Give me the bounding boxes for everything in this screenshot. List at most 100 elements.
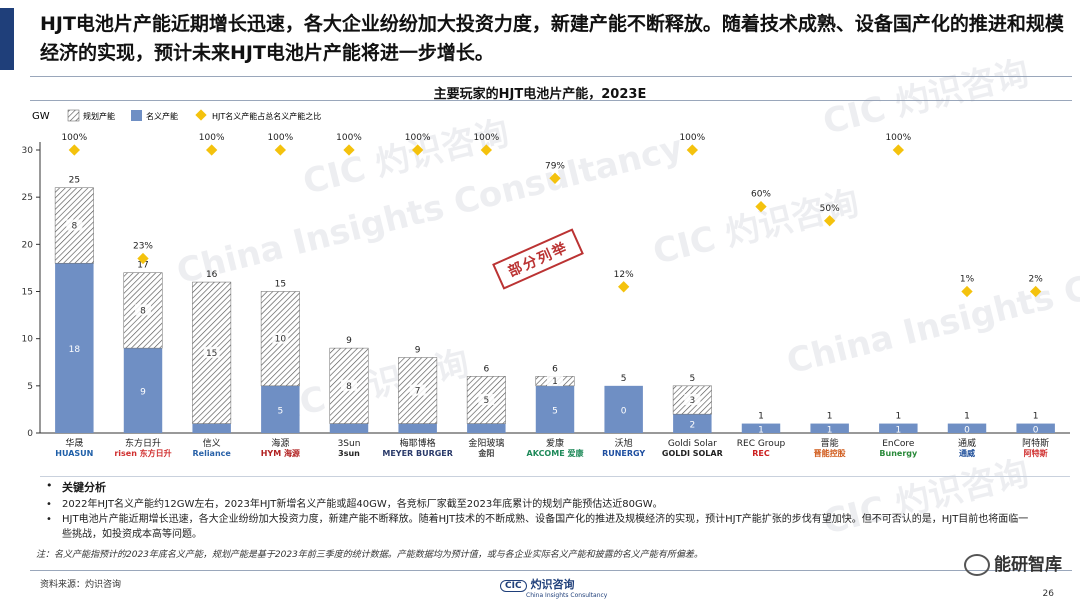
company-logo: AKCOME 爱康 [526, 449, 584, 458]
x-tick-label: 东方日升 [125, 437, 161, 449]
bar-label-planned: 10 [275, 335, 287, 345]
bar-label-planned: 5 [483, 396, 489, 406]
bar-nominal [192, 423, 231, 433]
bar-total-label: 16 [206, 270, 218, 280]
bar-label-nominal: 0 [964, 425, 970, 435]
bar-total-label: 1 [758, 412, 764, 422]
bar-nominal [604, 385, 643, 433]
bar-label-nominal: 1 [895, 425, 901, 435]
bar-label-nominal: 5 [277, 406, 283, 416]
analysis-bullet: 2022年HJT名义产能约12GW左右，2023年HJT新增名义产能或超40GW… [46, 497, 1036, 512]
x-tick-label: 通威 [958, 437, 976, 449]
ratio-marker [618, 281, 630, 293]
bar-total-label: 5 [689, 374, 695, 384]
bar-label-bg [684, 393, 701, 405]
bar-total-label: 5 [621, 374, 627, 384]
ratio-label: 1% [960, 275, 975, 285]
x-tick-label: 梅耶博格 [400, 437, 436, 449]
bar-nominal [1016, 423, 1055, 433]
ratio-marker [961, 285, 973, 298]
analysis-title: 关键分析 [62, 481, 106, 494]
ratio-marker [892, 144, 904, 156]
accent-bar [0, 8, 14, 70]
x-tick-label: 华晟 [65, 437, 83, 449]
x-tick-label: Goldi Solar [668, 439, 717, 449]
company-logo: HYM 海源 [260, 449, 300, 458]
bar-label-bg [341, 379, 357, 391]
legend-label-nominal: 名义产能 [146, 111, 178, 121]
ratio-label: 60% [751, 190, 771, 200]
legend-swatch-planned [67, 109, 80, 122]
company-logo: Bunergy [879, 449, 918, 458]
ratio-label: 50% [820, 204, 840, 214]
x-tick-label: 金阳玻璃 [468, 437, 504, 449]
legend-label-planned: 规划产能 [83, 111, 115, 121]
chart-title: 主要玩家的HJT电池片产能，2023E [433, 87, 647, 102]
chart-title-divider [30, 100, 1072, 101]
bar-total-label: 1 [1033, 412, 1039, 422]
company-logo-row: HUASUN risen 东方日升 Reliance HYM 海源 3sun MEYER … [0, 449, 1080, 473]
footnote: 注：名义产能指预计的2023年底名义产能，规划产能是基于2023年前三季度的统计… [36, 550, 703, 560]
bar-label-nominal: 9 [140, 388, 146, 398]
bar-nominal [535, 385, 575, 433]
ratio-marker [480, 144, 492, 156]
top-divider [30, 76, 1072, 77]
analysis-divider [40, 476, 1070, 477]
bar-nominal [879, 423, 918, 433]
bar-nominal [947, 423, 987, 433]
y-tick-label: 15 [22, 288, 33, 298]
ratio-marker [755, 200, 767, 213]
wechat-icon [964, 554, 990, 576]
ratio-marker [274, 144, 286, 156]
bar-nominal [741, 423, 781, 433]
ratio-marker [206, 144, 218, 156]
bar-label-planned: 3 [689, 396, 695, 406]
x-tick-label: 海源 [271, 437, 289, 449]
bar-total-label: 9 [415, 346, 421, 356]
bar-label-nominal: 0 [621, 406, 627, 416]
ratio-label: 100% [679, 133, 705, 143]
ratio-label: 100% [885, 133, 911, 143]
legend-swatch-ratio [195, 109, 207, 121]
company-logo: RUNERGY [602, 449, 646, 458]
bar-label-planned: 8 [140, 306, 146, 316]
ratio-label: 23% [133, 241, 153, 251]
bar-label-bg [203, 346, 220, 358]
ratio-marker [343, 144, 355, 156]
bar-label-nominal: 5 [552, 406, 558, 416]
x-tick-label: 3Sun [338, 439, 361, 449]
y-tick-label: 30 [22, 146, 34, 156]
bar-nominal [810, 423, 849, 433]
footer-logo: CIC 灼识咨询 China Insights Consultancy [500, 576, 607, 599]
wechat-brand-label: 能研智库 [994, 555, 1062, 575]
footer-divider [30, 570, 1072, 571]
legend-label-ratio: HJT名义产能占总名义产能之比 [212, 111, 321, 121]
bar-total-label: 17 [137, 261, 148, 271]
company-logo: risen 东方日升 [114, 449, 172, 458]
bar-nominal [673, 414, 712, 433]
bar-label-planned: 1 [552, 377, 558, 387]
company-logo: 晋能控股 [813, 449, 846, 458]
bar-total-label: 1 [895, 412, 901, 422]
bar-label-planned: 8 [71, 221, 77, 231]
ratio-marker [686, 144, 698, 156]
x-tick-label: REC Group [737, 439, 786, 449]
ratio-label: 100% [405, 133, 431, 143]
footer-logo-sub: China Insights Consultancy [526, 592, 608, 599]
bar-label-nominal: 1 [758, 425, 764, 435]
bar-nominal [467, 423, 506, 433]
analysis-bullets: 2022年HJT名义产能约12GW左右，2023年HJT新增名义产能或超40GW… [46, 497, 1036, 542]
company-logo: 金阳 [478, 449, 495, 458]
bar-nominal [123, 348, 163, 433]
ratio-label: 12% [614, 270, 634, 280]
bar-label-bg [409, 384, 426, 396]
page-headline: HJT电池片产能近期增长迅速，各大企业纷纷加大投资力度，新建产能不断释放。随着技… [40, 13, 1064, 64]
bar-total-label: 6 [552, 364, 558, 374]
bar-label-planned: 8 [346, 382, 352, 392]
company-logo: GOLDI SOLAR [661, 449, 723, 458]
bar-nominal [398, 423, 437, 433]
footer-logo-text: 灼识咨询 [530, 578, 575, 591]
bar-total-label: 9 [346, 336, 352, 346]
chart-legend: GW 规划产能 名义产能 HJT名义产能占总名义产能之比 [32, 109, 321, 122]
bar-total-label: 6 [483, 364, 489, 374]
